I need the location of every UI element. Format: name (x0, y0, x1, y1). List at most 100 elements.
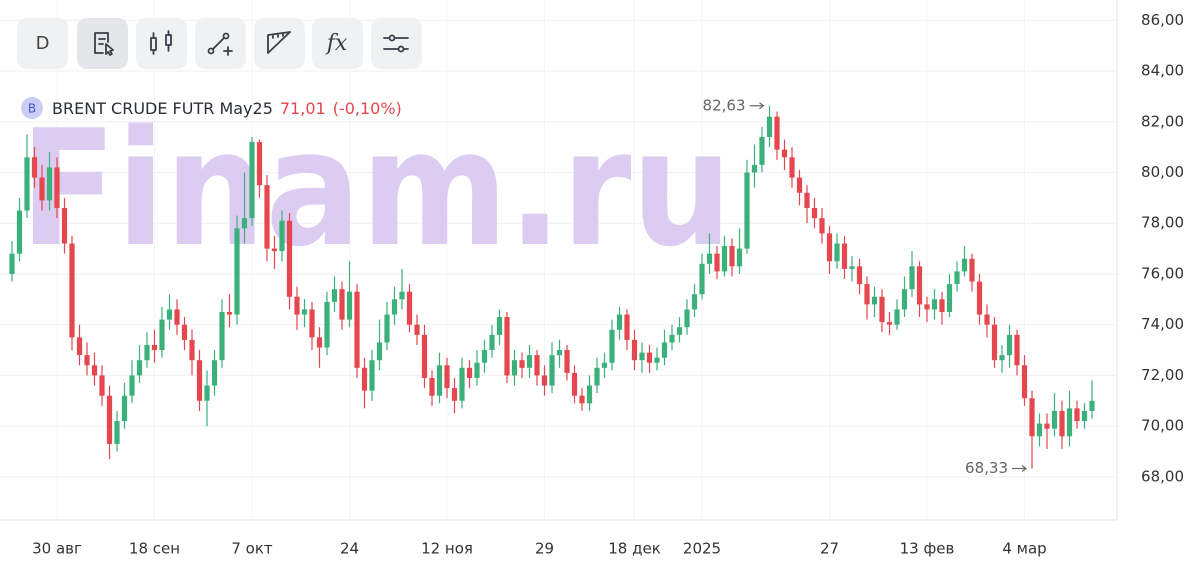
candle-body (601, 362, 608, 368)
candle-body (1059, 410, 1065, 437)
y-tick-label: 84,00 (1141, 62, 1184, 80)
x-tick-label: 13 фев (900, 540, 955, 558)
instrument-name: BRENT CRUDE FUTR May25 (52, 99, 273, 118)
candle-body (781, 149, 788, 158)
candle-body (421, 334, 428, 378)
candle-body (496, 317, 503, 335)
x-tick-label: 7 окт (231, 540, 273, 558)
candle-body (346, 291, 353, 320)
annotation-arrowhead (1021, 465, 1027, 472)
candle-body (826, 233, 833, 262)
candle-body (879, 296, 885, 323)
settings-button[interactable] (371, 18, 422, 69)
candle-body (249, 142, 255, 219)
candle-body (579, 395, 585, 404)
candle-body (414, 324, 420, 335)
candle-body (46, 167, 53, 201)
candle-body (241, 218, 248, 229)
fib-icon (267, 31, 291, 54)
watermark: Finam.ru (20, 95, 732, 282)
candle-body (924, 304, 930, 310)
candle-body (354, 291, 360, 368)
candle-body (991, 324, 998, 361)
candle-body (706, 253, 713, 264)
y-tick-label: 72,00 (1141, 366, 1184, 384)
candle-body (766, 116, 773, 137)
candle-body (324, 301, 330, 348)
candle-body (669, 334, 675, 343)
candle-body (1081, 410, 1088, 422)
candle-body (391, 299, 398, 315)
candle-body (384, 314, 390, 343)
candle-body (841, 243, 848, 269)
timeframe-button[interactable] (17, 18, 68, 69)
x-tick-label: 18 дек (608, 540, 661, 558)
candle-body (729, 246, 735, 267)
x-tick-label: 30 авг (32, 540, 82, 558)
toolbar: D fx (17, 18, 422, 69)
y-tick-label: 74,00 (1141, 315, 1184, 333)
candle-body (976, 281, 983, 315)
fib-button[interactable] (254, 18, 305, 69)
candle-body (624, 314, 630, 340)
candle-body (301, 309, 308, 315)
plot-layer (9, 105, 1095, 469)
last-price: 71,01 (280, 99, 326, 118)
candle-body (256, 142, 263, 186)
candle-body (159, 319, 165, 351)
candle-body (856, 266, 863, 285)
draw-button[interactable] (195, 18, 246, 69)
candle-body (961, 258, 968, 272)
indicators-button[interactable] (312, 18, 363, 69)
candle-body (16, 210, 23, 254)
candle-body (999, 355, 1005, 361)
chart-type-button[interactable] (136, 18, 187, 69)
annotation-arrowhead (759, 102, 765, 110)
candle-body (796, 177, 803, 193)
price-annotation: 68,33 (965, 459, 1008, 477)
x-tick-label: 29 (535, 540, 554, 558)
candle-body (676, 327, 683, 335)
candle-body (759, 136, 765, 165)
candle-body (39, 177, 45, 201)
candle-body (429, 377, 435, 396)
candle-body (144, 344, 150, 361)
candle-body (234, 228, 240, 315)
x-tick-label: 2025 (683, 540, 721, 558)
candle-body (811, 208, 818, 219)
quote-line: BRENT CRUDE FUTR May25 71,01 (-0,10%) (52, 99, 402, 118)
candle-body (654, 357, 660, 363)
candle-body (954, 271, 960, 285)
x-tick-label: 4 мар (1002, 540, 1046, 558)
y-tick-label: 78,00 (1141, 214, 1184, 232)
candle-body (459, 367, 465, 401)
candle-body (376, 342, 383, 361)
y-tick-label: 86,00 (1141, 11, 1184, 29)
indicators-label: fx (325, 31, 348, 56)
timeframe-label: D (36, 33, 50, 54)
candle-body (684, 309, 690, 328)
candle-body (24, 157, 30, 211)
y-tick-label: 76,00 (1141, 264, 1184, 282)
candles-icon (150, 30, 172, 55)
instrument-badge (21, 97, 43, 119)
candle-body (196, 360, 203, 401)
candle-body (564, 350, 570, 373)
candle-body (871, 296, 878, 305)
candle-body (1029, 398, 1035, 437)
candle-body (189, 339, 195, 361)
candle-body (91, 365, 98, 376)
candle-body (114, 421, 120, 444)
candle-body (886, 322, 893, 325)
candle-body (436, 365, 443, 396)
candle-body (819, 218, 825, 234)
candle-body (834, 243, 840, 262)
candle-body (586, 385, 593, 404)
candle-body (751, 164, 758, 173)
candle-body (331, 289, 338, 302)
candle-body (804, 192, 810, 208)
candle-body (1066, 408, 1073, 437)
x-tick-label: 12 ноя (421, 540, 473, 558)
